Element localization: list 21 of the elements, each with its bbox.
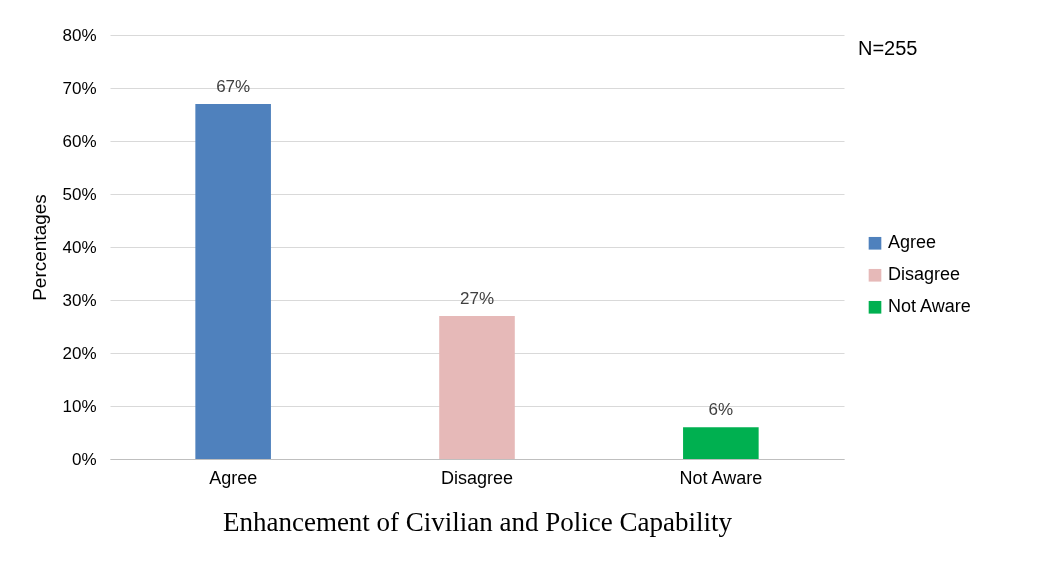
y-tick-label: 30% <box>62 290 97 310</box>
y-tick-label: 80% <box>62 25 97 45</box>
data-label: 6% <box>708 400 734 420</box>
y-tick-label: 0% <box>71 449 97 469</box>
y-tick-label: 50% <box>62 184 97 204</box>
y-tick-label: 40% <box>62 237 97 257</box>
x-axis-title: Enhancement of Civilian and Police Capability <box>222 506 733 537</box>
text: N=255 <box>858 37 918 59</box>
y-tick-label: 10% <box>62 396 97 416</box>
x-tick-label: Agree <box>209 467 258 488</box>
legend-label: Agree <box>888 232 937 253</box>
data-label: 67% <box>216 76 251 96</box>
y-tick-label: 20% <box>62 343 97 363</box>
y-axis-title: Percentages <box>29 194 51 301</box>
y-tick-label: 60% <box>62 131 97 151</box>
x-tick-label: Not Aware <box>679 467 763 488</box>
y-tick-label: 70% <box>62 78 97 98</box>
legend-label: Disagree <box>888 264 961 285</box>
data-label: 27% <box>459 288 495 308</box>
x-tick-label: Disagree <box>440 467 514 488</box>
legend-label: Not Aware <box>888 296 971 317</box>
